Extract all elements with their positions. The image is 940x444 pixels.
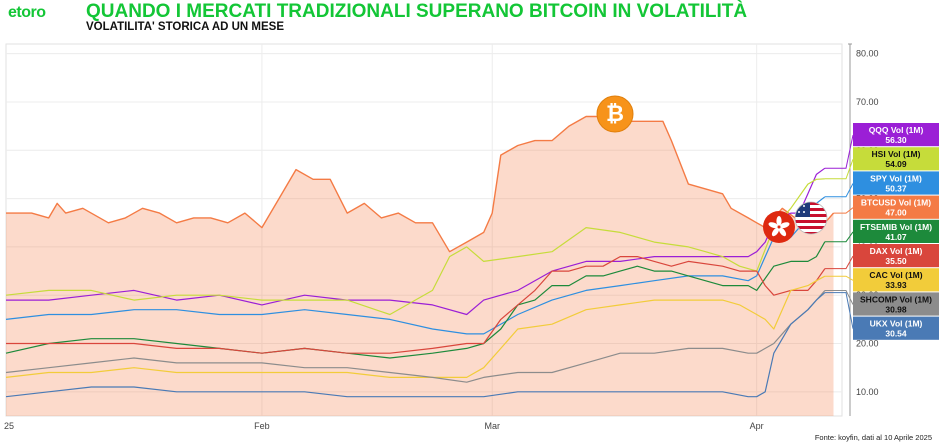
etoro-logo: etoro [8, 4, 46, 21]
svg-text:₿: ₿ [606, 101, 624, 126]
legend-box [853, 316, 939, 340]
y-tick-label: 20.00 [856, 339, 879, 349]
y-tick-label: 80.00 [856, 49, 879, 59]
y-tick-label: 10.00 [856, 387, 879, 397]
legend-series-value: 41.07 [885, 232, 907, 242]
legend-series-value: 35.50 [885, 256, 907, 266]
bitcoin-icon: ₿ [596, 95, 634, 133]
legend-connector [824, 159, 854, 180]
legend-connector [824, 275, 854, 281]
legend-series-value: 54.09 [885, 159, 907, 169]
legend-series-value: 30.54 [885, 329, 907, 339]
legend-connector [833, 207, 854, 214]
plot-frame [5, 43, 843, 417]
legend-box [853, 292, 939, 316]
legend-connector [824, 231, 854, 243]
legend-labels: QQQ Vol (1M)56.30 HSI Vol (1M)54.09 SPY Vo… [824, 123, 939, 340]
legend-series-name: HSI Vol (1M) [872, 149, 921, 159]
x-tick-label: Feb [254, 421, 270, 431]
series-area-0 [6, 116, 834, 416]
legend-connector [824, 292, 854, 329]
legend-connector [824, 255, 854, 270]
series-lines [5, 115, 835, 398]
legend-series-name: FTSEMIB Vol (1M) [860, 222, 932, 232]
x-tick-label: 25 [4, 421, 14, 431]
legend-series-value: 30.98 [885, 304, 907, 314]
series-line-5 [6, 256, 826, 354]
legend-series-name: CAC Vol (1M) [869, 270, 922, 280]
legend-box [853, 219, 939, 243]
hong-kong-flag-icon [763, 211, 795, 243]
series-line-7 [5, 290, 826, 383]
legend-series-name: BTCUSD Vol (1M) [861, 198, 931, 208]
series-line-8 [5, 292, 826, 398]
legend-series-value: 33.93 [885, 280, 907, 290]
legend-series-name: QQQ Vol (1M) [869, 125, 924, 135]
legend-box [853, 268, 939, 292]
legend-series-value: 50.37 [885, 183, 907, 193]
x-tick-label: Apr [750, 421, 764, 431]
legend-box [853, 123, 939, 147]
chart-title: QUANDO I MERCATI TRADIZIONALI SUPERANO B… [86, 1, 748, 22]
chart-subtitle: VOLATILITA' STORICA AD UN MESE [86, 21, 285, 33]
source-note: Fonte: koyfin, dati al 10 Aprile 2025 [814, 433, 932, 442]
legend-connector [824, 290, 854, 305]
legend-connector [824, 134, 854, 169]
legend-series-name: DAX Vol (1M) [870, 246, 923, 256]
usa-flag-icon [794, 201, 828, 235]
series-line-6 [5, 275, 826, 378]
chart-icons: ₿ [596, 95, 828, 243]
legend-box [853, 244, 939, 268]
legend-connector [824, 183, 854, 198]
x-tick-label: Mar [484, 421, 500, 431]
legend-box [853, 171, 939, 195]
grid-lines [5, 43, 843, 417]
legend-series-value: 47.00 [885, 208, 907, 218]
legend-box [853, 147, 939, 171]
legend-series-value: 56.30 [885, 135, 907, 145]
y-tick-label: 70.00 [856, 97, 879, 107]
legend-box [853, 195, 939, 219]
legend-series-name: SHCOMP Vol (1M) [860, 294, 932, 304]
series-line-3 [5, 196, 826, 335]
series-areas [6, 116, 834, 416]
legend-series-name: SPY Vol (1M) [870, 173, 922, 183]
series-line-2 [5, 178, 825, 316]
legend-series-name: UKX Vol (1M) [870, 319, 923, 329]
series-line-0 [6, 115, 835, 253]
